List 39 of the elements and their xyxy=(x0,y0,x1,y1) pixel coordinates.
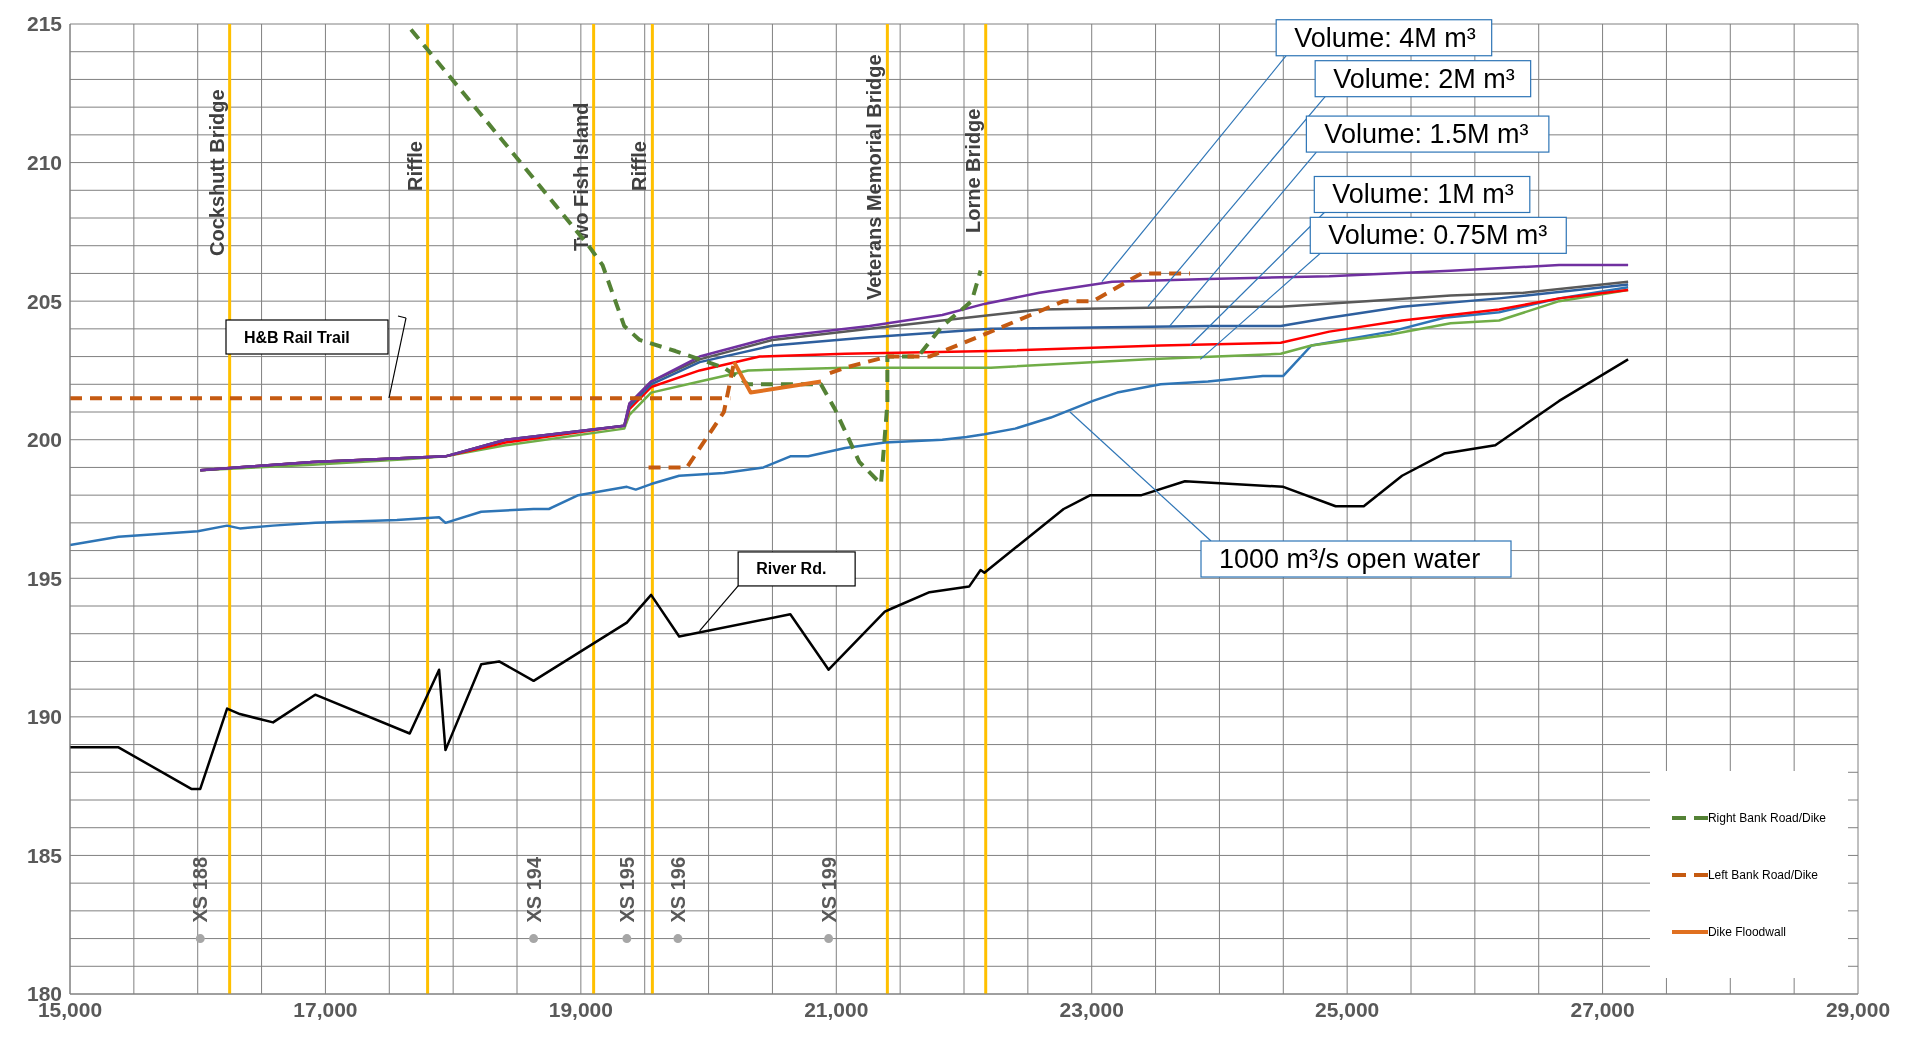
ref-line-label: Cockshutt Bridge xyxy=(205,89,228,256)
legend-label: Left Bank Road/Dike xyxy=(1707,867,1818,882)
x-tick-label: 19,000 xyxy=(548,997,613,1021)
y-tick-label: 215 xyxy=(26,12,63,36)
data-label: XS 195 xyxy=(615,856,638,923)
y-tick-label: 185 xyxy=(26,843,63,867)
annotation: 1000 m³/s open water xyxy=(1219,544,1481,574)
callout: H&B Rail Trail xyxy=(225,315,407,399)
y-tick-label: 210 xyxy=(26,151,62,175)
annotation: Volume: 1.5M m³ xyxy=(1324,119,1529,150)
y-tick-label: 200 xyxy=(26,428,62,452)
annotation: Volume: 1M m³ xyxy=(1332,179,1514,210)
x-tick-label: 23,000 xyxy=(1059,997,1124,1021)
legend-label: Right Bank Road/Dike xyxy=(1707,810,1826,825)
x-tick-label: 17,000 xyxy=(293,997,358,1021)
ref-line-label: Riffle xyxy=(628,141,651,191)
legend-label: Dike Floodwall xyxy=(1707,924,1786,939)
ref-line-label: Lorne Bridge xyxy=(961,108,984,233)
data-label: XS 194 xyxy=(522,856,545,923)
annotation: H&B Rail Trail xyxy=(244,328,350,346)
annotation: Volume: 4M m³ xyxy=(1294,22,1476,53)
y-tick-label: 205 xyxy=(26,289,63,313)
x-tick-label: 29,000 xyxy=(1825,997,1891,1021)
y-tick-label: 190 xyxy=(26,705,62,729)
callout: 1000 m³/s open water xyxy=(1069,411,1512,578)
annotation: River Rd. xyxy=(756,560,827,578)
y-tick-label: 195 xyxy=(26,566,63,590)
ref-line-label: Riffle xyxy=(403,141,426,191)
x-tick-label: 25,000 xyxy=(1315,997,1380,1021)
x-tick-label: 27,000 xyxy=(1570,997,1635,1021)
data-label: XS 199 xyxy=(817,856,840,923)
x-tick-label: 21,000 xyxy=(804,997,869,1021)
callout: Volume: 0.75M m³ xyxy=(1199,216,1567,360)
annotation: Volume: 2M m³ xyxy=(1333,63,1515,94)
callout: River Rd. xyxy=(699,551,856,632)
data-label: XS 196 xyxy=(666,856,689,923)
data-label: XS 188 xyxy=(189,856,212,923)
ref-line-label: Veterans Memorial Bridge xyxy=(863,54,886,300)
annotation: Volume: 0.75M m³ xyxy=(1328,220,1548,251)
